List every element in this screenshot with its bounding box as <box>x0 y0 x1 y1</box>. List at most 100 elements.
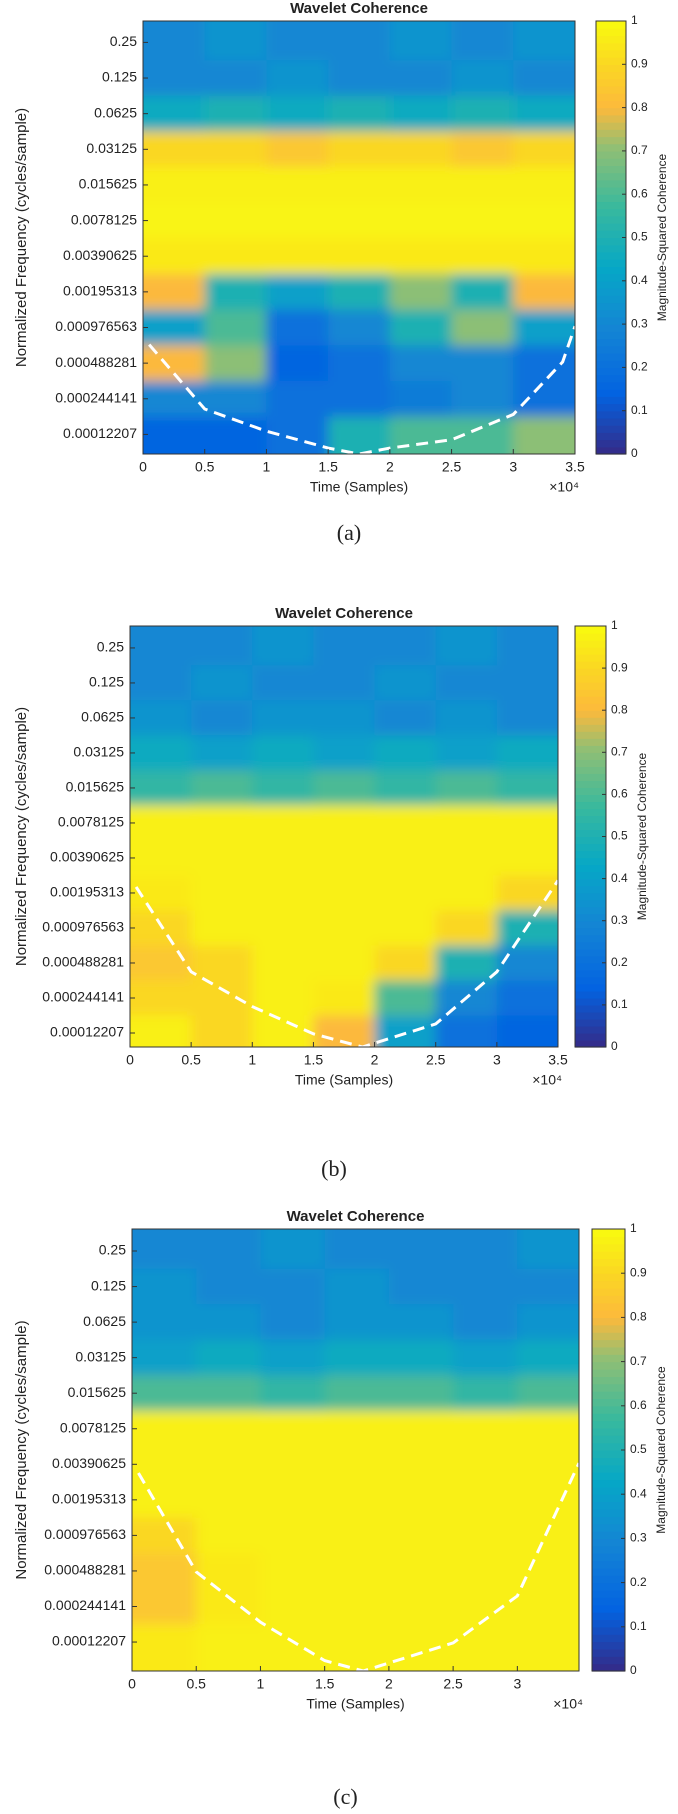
coherence-cell <box>252 770 314 806</box>
colorbar-swatch <box>596 21 626 29</box>
colorbar-swatch <box>592 1567 625 1576</box>
colorbar-swatch <box>596 57 626 65</box>
colorbar-swatch <box>596 251 626 260</box>
x-tick-label: 0.5 <box>195 459 215 475</box>
coherence-cell <box>389 238 453 275</box>
coherence-cell <box>453 1339 518 1376</box>
coherence-cell <box>130 770 192 806</box>
coherence-cell <box>196 1446 261 1483</box>
x-tick-label: 3.5 <box>565 459 585 475</box>
colorbar-swatch <box>575 689 606 697</box>
colorbar-swatch <box>575 885 606 894</box>
coherence-cell <box>451 60 514 97</box>
coherence-cell <box>451 238 514 275</box>
colorbar-tick-label: 0.4 <box>630 1486 647 1500</box>
coherence-cell <box>513 238 575 275</box>
colorbar-swatch <box>592 1236 625 1245</box>
x-tick-label: 0.5 <box>181 1052 201 1068</box>
coherence-cell <box>191 910 253 946</box>
coherence-cell <box>266 238 329 275</box>
coherence-cell <box>324 1339 390 1376</box>
y-tick-label: 0.000488281 <box>44 1562 126 1578</box>
coherence-cell <box>132 1624 197 1671</box>
coherence-cell <box>196 1517 261 1554</box>
coherence-cell <box>328 202 391 239</box>
coherence-cell <box>252 910 314 946</box>
colorbar-swatch <box>575 899 606 908</box>
coherence-cell <box>313 735 376 771</box>
coherence-cell <box>517 1304 579 1341</box>
coherence-cell <box>453 1229 518 1270</box>
colorbar-swatch <box>592 1582 625 1591</box>
colorbar-tick-label: 0 <box>631 446 638 460</box>
coherence-cell <box>191 805 253 841</box>
coherence-cell <box>374 840 437 876</box>
coherence-cell <box>374 1015 437 1047</box>
colorbar-swatch <box>592 1663 625 1672</box>
colorbar-swatch <box>575 934 606 943</box>
colorbar-swatch <box>592 1442 625 1451</box>
coherence-cell <box>517 1517 579 1554</box>
colorbar-tick-label: 1 <box>631 13 638 27</box>
coherence-cell <box>374 626 437 666</box>
colorbar-swatch <box>575 969 606 978</box>
colorbar-swatch <box>592 1435 625 1444</box>
x-multiplier: ×10⁴ <box>532 1072 562 1088</box>
colorbar-swatch <box>596 410 626 419</box>
coherence-cell <box>374 700 437 736</box>
coherence-cell <box>313 700 376 736</box>
coherence-cell <box>388 1624 454 1671</box>
colorbar-swatch <box>575 647 606 655</box>
colorbar-swatch <box>575 745 606 753</box>
colorbar-swatch <box>592 1575 625 1584</box>
colorbar-tick-label: 0.9 <box>631 56 648 70</box>
cone-of-influence <box>148 325 575 454</box>
coherence-cell <box>513 95 575 132</box>
coherence-cell <box>435 770 498 806</box>
coherence-cell <box>513 274 575 311</box>
coherence-cell <box>266 21 329 61</box>
y-tick-label: 0.25 <box>110 33 137 49</box>
colorbar-swatch <box>592 1589 625 1598</box>
coherence-cell <box>130 840 192 876</box>
y-tick-label: 0.0625 <box>83 1313 126 1329</box>
colorbar-swatch <box>592 1420 625 1429</box>
colorbar-swatch <box>575 1004 606 1013</box>
coherence-cell <box>389 167 453 204</box>
coherence-cell <box>191 770 253 806</box>
y-tick-label: 0.015625 <box>66 779 125 795</box>
coherence-cell <box>313 945 376 981</box>
coherence-cell <box>388 1588 454 1625</box>
x-axis-label: Time (Samples) <box>295 1072 393 1088</box>
coherence-cell <box>130 665 192 701</box>
colorbar-tick-label: 0 <box>630 1663 637 1677</box>
colorbar-swatch <box>592 1324 625 1333</box>
colorbar-swatch <box>596 143 626 152</box>
colorbar-swatch <box>592 1361 625 1370</box>
colorbar-swatch <box>575 836 606 845</box>
coherence-cell <box>324 1624 390 1671</box>
coherence-cell <box>435 805 498 841</box>
x-axis-label: Time (Samples) <box>306 1696 404 1712</box>
coherence-cell <box>191 665 253 701</box>
coherence-cell <box>451 309 514 346</box>
coherence-cell <box>204 380 267 418</box>
colorbar-swatch <box>596 122 626 130</box>
coherence-cell <box>143 274 206 311</box>
colorbar-swatch <box>596 309 626 318</box>
colorbar-swatch <box>596 316 626 325</box>
coherence-cell <box>260 1375 326 1412</box>
coherence-cell <box>374 945 437 981</box>
colorbar-swatch <box>596 280 626 289</box>
colorbar-swatch <box>575 822 606 831</box>
colorbar-tick-label: 0.8 <box>631 100 648 114</box>
coherence-cell <box>260 1410 326 1448</box>
y-tick-label: 0.00012207 <box>63 425 137 441</box>
coherence-cell <box>191 945 253 981</box>
coherence-cell <box>143 60 206 97</box>
coherence-cell <box>196 1268 261 1305</box>
colorbar-swatch <box>575 1011 606 1020</box>
coherence-cell <box>513 416 575 454</box>
coherence-cell <box>517 1446 579 1483</box>
coherence-cell <box>324 1410 390 1448</box>
